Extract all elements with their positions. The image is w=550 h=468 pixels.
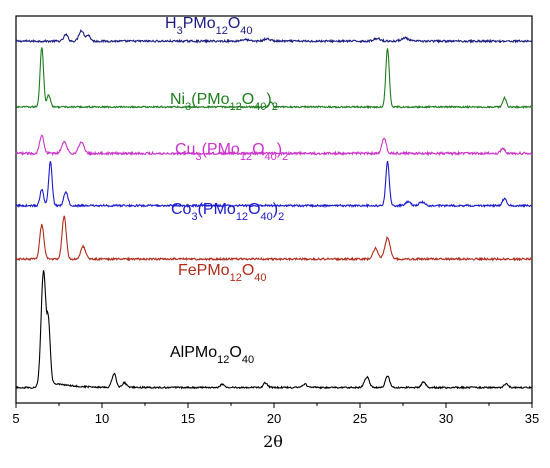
x-tick-label: 20 (267, 411, 281, 426)
series-line-1 (15, 47, 533, 110)
series-line-5 (15, 270, 533, 390)
x-tick-label: 25 (353, 411, 367, 426)
series-label-5: AlPMo12O40 (170, 344, 254, 366)
series-layer (15, 29, 533, 390)
series-label-3: Co3(PMo12O40)2 (171, 201, 284, 223)
series-line-4 (15, 215, 533, 262)
x-axis-title: 2θ (263, 432, 283, 451)
series-line-2 (15, 134, 533, 157)
series-label-2: Cu3(PMo12O40)2 (175, 141, 288, 163)
series-label-1: Ni3(PMo12O40)2 (170, 91, 278, 113)
x-axis-ticks: 5 10 15 20 25 30 35 (12, 403, 539, 426)
x-tick-label: 15 (181, 411, 195, 426)
x-tick-label: 30 (439, 411, 453, 426)
series-label-4: FePMo12O40 (178, 262, 267, 284)
series-line-0 (15, 29, 533, 44)
x-tick-label: 35 (525, 411, 539, 426)
x-tick-label: 10 (95, 411, 109, 426)
series-line-3 (15, 161, 533, 209)
series-labels: H3PMo12O40 Ni3(PMo12O40)2 Cu3(PMo12O40)2 Co… (165, 15, 288, 366)
series-label-0: H3PMo12O40 (165, 15, 253, 37)
x-tick-label: 5 (12, 411, 19, 426)
